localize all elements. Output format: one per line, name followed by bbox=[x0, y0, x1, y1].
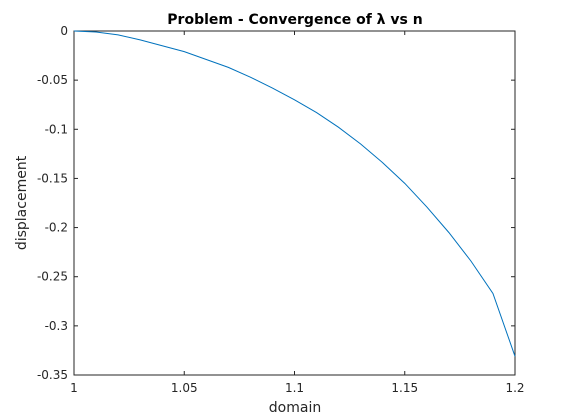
y-axis-label: displacement bbox=[14, 155, 30, 250]
x-tick-label: 1.15 bbox=[391, 381, 418, 395]
x-axis-label: domain bbox=[269, 400, 321, 416]
y-tick-label: -0.05 bbox=[37, 73, 68, 87]
chart-title: Problem - Convergence of λ vs n bbox=[167, 12, 422, 28]
x-tick-label: 1.2 bbox=[505, 381, 524, 395]
y-tick-label: 0 bbox=[60, 24, 68, 38]
y-tick-label: -0.35 bbox=[37, 368, 68, 382]
series-line bbox=[73, 30, 516, 357]
y-tick-label: -0.3 bbox=[45, 319, 68, 333]
x-tick-label: 1.1 bbox=[285, 381, 304, 395]
y-tick-label: -0.15 bbox=[37, 171, 68, 185]
y-tick-label: -0.25 bbox=[37, 270, 68, 284]
y-axis: 0 -0.05 -0.1 -0.15 -0.2 -0.25 -0.3 -0.35 bbox=[37, 24, 515, 382]
y-tick-label: -0.2 bbox=[45, 221, 68, 235]
y-tick-label: -0.1 bbox=[45, 122, 68, 136]
x-axis: 1 1.05 1.1 1.15 1.2 bbox=[70, 31, 525, 395]
x-tick-label: 1.05 bbox=[171, 381, 198, 395]
plot-area bbox=[73, 30, 516, 376]
x-tick-label: 1 bbox=[70, 381, 78, 395]
